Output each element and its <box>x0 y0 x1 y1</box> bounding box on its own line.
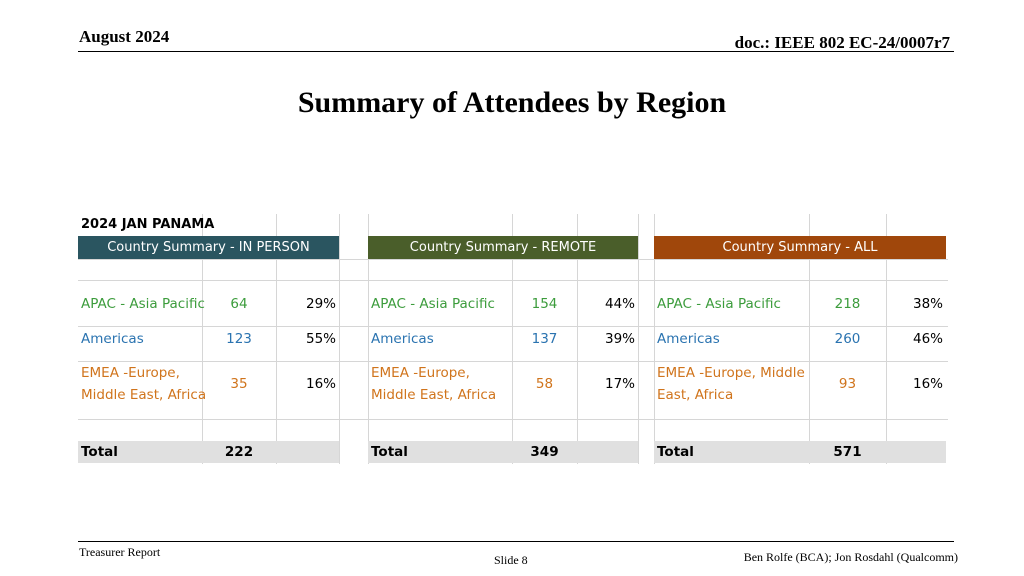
region-emea-line2: Middle East, Africa <box>371 387 497 403</box>
sheet-title: 2024 JAN PANAMA <box>81 217 215 232</box>
grid-line <box>654 214 655 464</box>
count-emea: 93 <box>838 376 857 392</box>
grid-line <box>368 214 369 464</box>
count-americas: 260 <box>834 331 861 347</box>
grid-line <box>886 214 887 464</box>
grid-line <box>78 361 948 362</box>
grid-line <box>276 214 277 464</box>
section-heading-in-person: Country Summary - IN PERSON <box>78 236 339 259</box>
total-label: Total <box>371 444 408 460</box>
count-americas: 123 <box>226 331 252 347</box>
region-americas: Americas <box>657 331 720 347</box>
total-remote: 349 <box>530 444 559 460</box>
section-heading-all: Country Summary - ALL <box>654 236 946 259</box>
header-doc-id: doc.: IEEE 802 EC-24/0007r7 <box>734 33 950 52</box>
region-americas: Americas <box>371 331 434 347</box>
region-emea-line1: EMEA -Europe, Middle <box>657 365 805 381</box>
region-apac: APAC - Asia Pacific <box>657 296 781 312</box>
pct-apac: 38% <box>912 296 943 312</box>
grid-line <box>339 214 340 464</box>
count-apac: 154 <box>531 296 558 312</box>
total-row-all <box>654 441 946 463</box>
grid-line <box>638 214 639 464</box>
count-emea: 35 <box>230 376 248 392</box>
region-emea-line2: East, Africa <box>657 387 734 403</box>
region-emea-line1: EMEA -Europe, <box>371 365 470 381</box>
pct-emea: 17% <box>604 376 635 392</box>
pct-apac: 44% <box>604 296 635 312</box>
region-americas: Americas <box>81 331 144 347</box>
footer-authors: Ben Rolfe (BCA); Jon Rosdahl (Qualcomm) <box>743 550 958 564</box>
count-emea: 58 <box>535 376 554 392</box>
count-apac: 64 <box>230 296 248 312</box>
header-divider <box>78 51 954 52</box>
attendee-table: 2024 JAN PANAMA Country Summary - IN PER… <box>78 214 948 464</box>
total-row-in-person <box>78 441 339 463</box>
total-all: 571 <box>833 444 862 460</box>
region-apac: APAC - Asia Pacific <box>81 296 205 312</box>
pct-emea: 16% <box>912 376 943 392</box>
slide-title: Summary of Attendees by Region <box>297 86 727 119</box>
header-date: August 2024 <box>79 27 170 46</box>
total-label: Total <box>81 444 118 460</box>
pct-americas: 39% <box>604 331 635 347</box>
grid-line <box>78 419 948 420</box>
pct-emea: 16% <box>305 376 336 392</box>
total-label: Total <box>657 444 694 460</box>
grid-line <box>78 280 948 281</box>
grid-line <box>78 326 948 327</box>
total-row-remote <box>368 441 638 463</box>
region-apac: APAC - Asia Pacific <box>371 296 495 312</box>
pct-apac: 29% <box>305 296 336 312</box>
pct-americas: 46% <box>912 331 943 347</box>
grid-line <box>512 214 513 464</box>
grid-line <box>809 214 810 464</box>
count-americas: 137 <box>531 331 558 347</box>
footer-divider <box>78 541 954 542</box>
slide-number: Slide 8 <box>494 553 528 567</box>
grid-line <box>202 214 203 464</box>
section-heading-remote: Country Summary - REMOTE <box>368 236 638 259</box>
count-apac: 218 <box>834 296 861 312</box>
grid-line <box>78 259 948 260</box>
region-emea-line1: EMEA -Europe, <box>81 365 180 381</box>
pct-americas: 55% <box>305 331 336 347</box>
footer-left: Treasurer Report <box>79 545 161 559</box>
grid-line <box>577 214 578 464</box>
total-in-person: 222 <box>224 444 254 460</box>
region-emea-line2: Middle East, Africa <box>81 387 207 403</box>
